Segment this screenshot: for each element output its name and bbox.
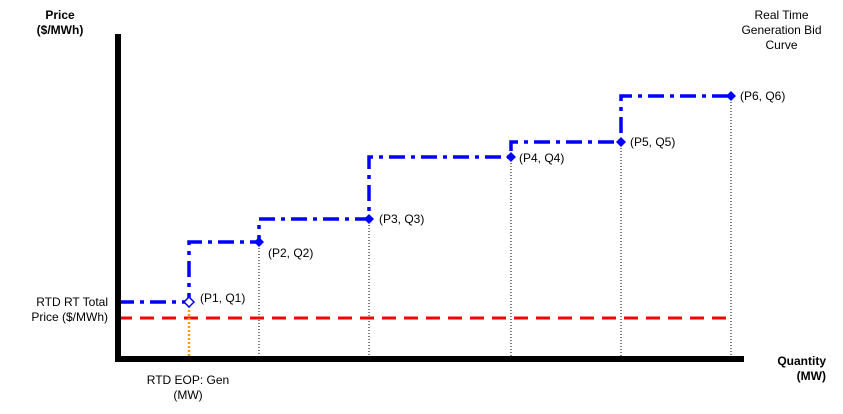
y-axis-label: Price ($/MWh) <box>36 8 84 37</box>
point-marker-p5 <box>616 137 626 147</box>
rt-total-price-label: RTD RT Total Price ($/MWh) <box>31 295 108 324</box>
point-label-p4: (P4, Q4) <box>519 151 565 165</box>
point-label-p5: (P5, Q5) <box>630 135 676 149</box>
point-label-p1: (P1, Q1) <box>200 291 246 305</box>
point-marker-p6 <box>726 91 736 101</box>
point-marker-p3 <box>364 214 374 224</box>
x-axis <box>115 356 744 362</box>
curve-title: Real Time Generation Bid Curve <box>741 8 822 52</box>
point-label-p3: (P3, Q3) <box>379 212 425 226</box>
bid-curve <box>118 94 731 304</box>
eop-gen-label: RTD EOP: Gen (MW) <box>146 373 230 402</box>
point-marker-p1 <box>182 295 196 309</box>
point-marker-p2 <box>254 237 264 247</box>
x-axis-label: Quantity (MW) <box>777 354 826 383</box>
y-axis <box>115 34 121 361</box>
point-label-p6: (P6, Q6) <box>740 89 786 103</box>
point-label-p2: (P2, Q2) <box>268 246 314 260</box>
point-marker-p4 <box>506 152 516 162</box>
